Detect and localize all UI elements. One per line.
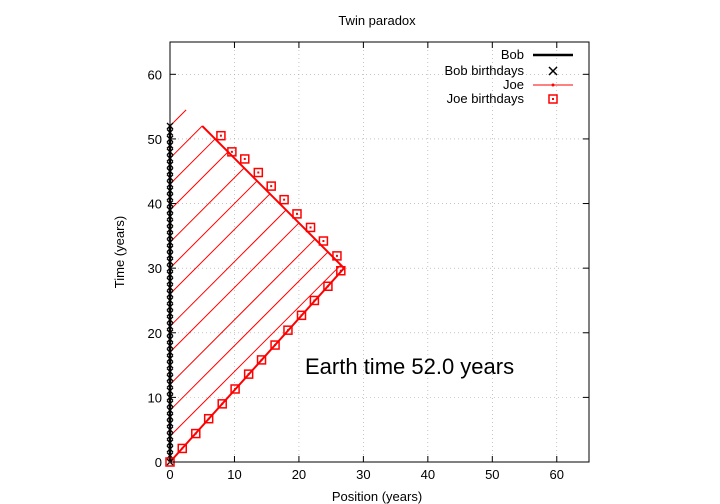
x-tick-label: 30	[356, 467, 370, 482]
joe-birthday-marker-center	[260, 358, 263, 361]
legend-label-bob: Bob	[501, 47, 524, 62]
joe-birthday-marker-center	[309, 226, 312, 229]
legend-label-joe-birthdays: Joe birthdays	[447, 91, 525, 106]
y-tick-label: 10	[148, 390, 162, 405]
joe-birthday-marker	[216, 130, 226, 141]
x-tick-label: 0	[166, 467, 173, 482]
joe-birthday-marker	[243, 369, 254, 379]
x-tick-label: 20	[292, 467, 306, 482]
joe-birthday-marker	[227, 147, 237, 157]
joe-birthday-marker-center	[322, 240, 325, 243]
joe-birthday-marker-center	[221, 402, 224, 405]
light-signal-line	[169, 125, 203, 159]
y-tick-label: 40	[148, 197, 162, 212]
legend-label-bob-birthdays: Bob birthdays	[445, 63, 525, 78]
legend: Bob Bob birthdays Joe Joe birthdays	[445, 47, 573, 106]
joe-birthday-marker-center	[295, 212, 298, 215]
legend-swatch-joe-dot	[551, 83, 555, 87]
x-tick-label: 50	[485, 467, 499, 482]
light-signal-line	[169, 138, 216, 185]
light-signal-line	[169, 209, 287, 327]
joe-worldline	[169, 125, 346, 463]
joe-birthday-marker	[266, 181, 276, 191]
joe-birthday-marker-center	[257, 171, 260, 174]
joe-birthday-marker-center	[247, 373, 250, 376]
joe-birthday-marker-center	[283, 198, 286, 201]
joe-birthday-marker	[318, 236, 329, 246]
joe-birthday-marker	[309, 295, 320, 306]
earth-time-annotation: Earth time 52.0 years	[305, 354, 514, 379]
joe-birthday-marker	[253, 167, 264, 178]
joe-birthday-marker-center	[313, 299, 316, 302]
joe-birthday-marker-center	[270, 185, 273, 188]
grid-lines	[170, 42, 589, 462]
light-signal-line	[169, 151, 229, 211]
x-tick-label: 10	[227, 467, 241, 482]
joe-birthday-marker	[279, 194, 289, 205]
light-signal-line	[169, 193, 271, 295]
joe-birthday-marker-center	[207, 417, 210, 420]
joe-birthday-marker-center	[300, 314, 303, 317]
joe-birthday-marker	[217, 399, 227, 409]
joe-birthday-marker	[296, 310, 307, 321]
joe-birthday-marker	[240, 154, 250, 164]
joe-birthday-marker	[336, 265, 346, 276]
legend-swatch-joe-birthdays	[548, 94, 558, 104]
light-signal-line	[169, 238, 316, 385]
light-signal-lines	[169, 109, 342, 437]
joe-birthday-marker-center	[181, 447, 184, 450]
joe-birthday-marker-center	[286, 329, 289, 332]
joe-birthday-marker-center	[219, 134, 222, 137]
joe-birthday-marker	[332, 251, 342, 261]
joe-birthday-marker	[292, 209, 302, 219]
joe-birthday-marker-center	[274, 344, 277, 347]
y-tick-label: 50	[148, 132, 162, 147]
plot-frame	[169, 41, 590, 463]
joe-birthday-marker	[191, 428, 201, 439]
joe-birthday-marker-center	[335, 254, 338, 257]
joe-birthday-marker-center	[243, 157, 246, 160]
joe-birthday-marker-center	[230, 150, 233, 153]
light-signal-line	[169, 222, 300, 353]
joe-birthday-marker	[230, 384, 240, 394]
joe-birthday-marker	[323, 281, 333, 291]
joe-birthday-marker	[283, 325, 293, 335]
y-tick-label: 30	[148, 261, 162, 276]
joe-birthday-marker-center	[194, 432, 197, 435]
joe-birthday-marker-center	[326, 285, 329, 288]
joe-birthday-marker	[305, 222, 316, 233]
axis-ticks: 0 10 20 30 40 50 60 0 10 20 30 40 50 60	[148, 42, 589, 482]
y-axis-label: Time (years)	[112, 216, 127, 288]
joe-birthday-marker	[177, 443, 187, 454]
light-signal-line	[169, 251, 329, 411]
legend-label-joe: Joe	[503, 77, 524, 92]
joe-birthday-marker-center	[234, 387, 237, 390]
light-signal-line	[169, 180, 258, 269]
y-tick-label: 20	[148, 326, 162, 341]
light-signal-line	[169, 167, 245, 243]
x-tick-label: 60	[550, 467, 564, 482]
joe-birthday-marker	[270, 340, 280, 350]
legend-swatch-joe-birthdays-inner	[552, 98, 554, 100]
y-tick-label: 60	[148, 67, 162, 82]
joe-birthday-marker	[256, 355, 267, 365]
joe-birthday-marker-center	[339, 269, 342, 272]
chart-title: Twin paradox	[338, 13, 416, 28]
x-axis-label: Position (years)	[332, 489, 422, 504]
joe-birthday-marker	[203, 413, 214, 424]
x-tick-label: 40	[421, 467, 435, 482]
data-series	[165, 122, 346, 467]
y-tick-label: 0	[155, 455, 162, 470]
legend-swatch-bob-birthdays	[548, 66, 558, 76]
light-signal-line	[169, 264, 342, 437]
